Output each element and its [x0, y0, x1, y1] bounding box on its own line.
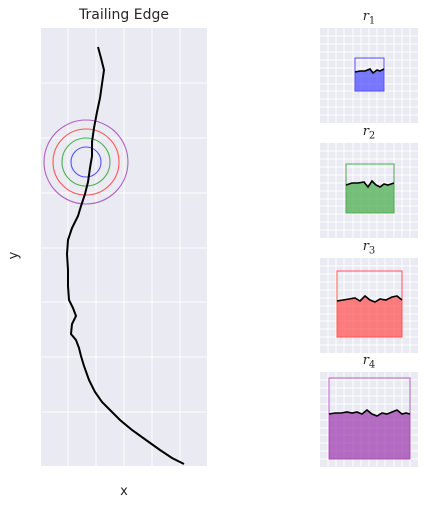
probe-circle-r4 — [43, 119, 129, 205]
probe-circle-r3 — [52, 128, 120, 196]
panel-title-r1: r1 — [362, 9, 376, 27]
trailing-edge-curve — [65, 46, 185, 465]
x-axis-label: x — [120, 484, 128, 499]
panel-r3 — [320, 258, 418, 353]
panel-r4 — [320, 372, 418, 467]
panel-title-r3: r3 — [362, 239, 376, 257]
probe-circle-r1 — [70, 146, 102, 178]
panel-title-r2: r2 — [362, 124, 376, 142]
main-plot — [41, 28, 207, 466]
panel-title-r4: r4 — [362, 353, 376, 371]
probe-circles — [43, 119, 129, 205]
main-plot-grid — [41, 28, 207, 466]
panel-r2 — [320, 143, 418, 238]
panel-r1 — [320, 28, 418, 123]
main-plot-title: Trailing Edge — [79, 7, 169, 23]
